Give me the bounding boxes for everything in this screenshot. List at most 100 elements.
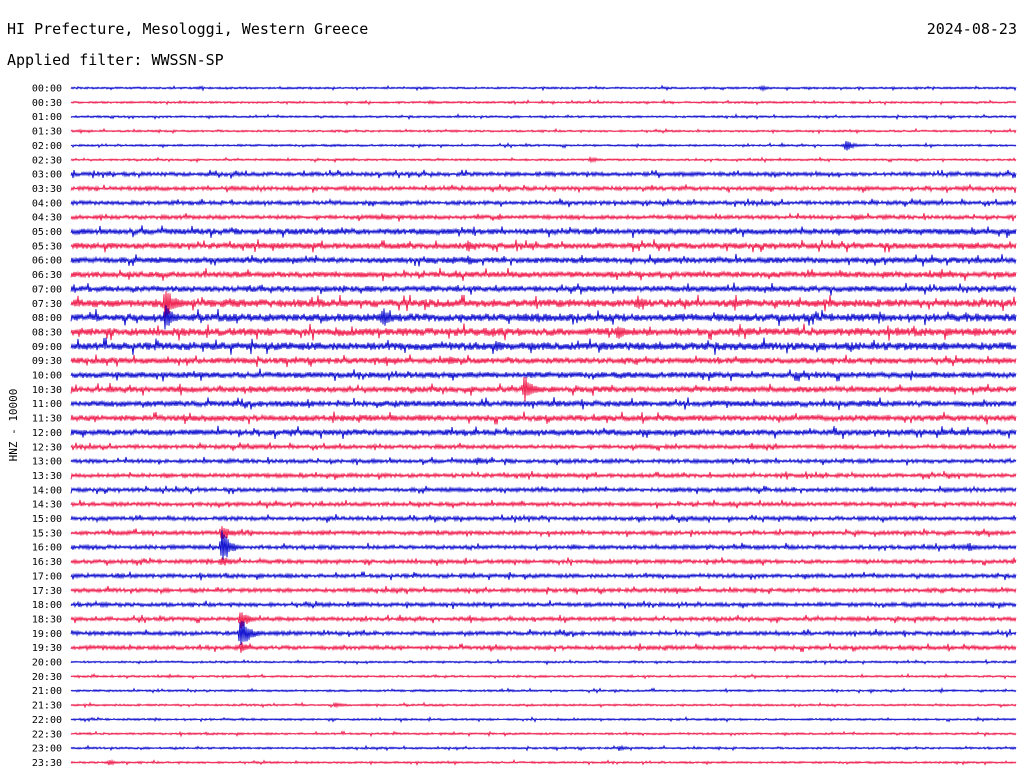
trace-time-label: 01:30 — [32, 127, 62, 138]
trace-time-label: 14:30 — [32, 500, 62, 511]
seismic-trace — [70, 442, 1017, 452]
seismic-trace — [70, 513, 1017, 524]
trace-time-label: 04:30 — [32, 213, 62, 224]
seismic-trace — [70, 225, 1017, 239]
seismic-trace — [70, 485, 1017, 495]
seismic-trace — [70, 155, 1017, 164]
trace-time-label: 04:00 — [32, 198, 62, 209]
seismic-trace — [70, 612, 1017, 629]
plot-date: 2024-08-23 — [926, 20, 1017, 38]
trace-time-label: 09:00 — [32, 342, 62, 353]
seismic-trace — [70, 411, 1017, 425]
trace-time-label: 06:30 — [32, 270, 62, 281]
trace-time-label: 11:00 — [32, 399, 62, 410]
seismic-trace — [70, 687, 1017, 695]
seismic-trace — [70, 701, 1017, 709]
trace-time-label: 19:30 — [32, 643, 62, 654]
seismic-trace — [70, 425, 1017, 439]
trace-time-label: 17:00 — [32, 571, 62, 582]
trace-time-label: 18:30 — [32, 614, 62, 625]
seismic-trace — [70, 758, 1017, 767]
seismic-trace — [70, 291, 1017, 319]
trace-time-label: 05:30 — [32, 241, 62, 252]
seismic-trace — [70, 716, 1017, 723]
trace-time-label: 13:30 — [32, 471, 62, 482]
seismic-trace — [70, 556, 1017, 567]
trace-time-label: 14:00 — [32, 485, 62, 496]
trace-time-label: 20:00 — [32, 658, 62, 669]
seismic-trace — [70, 530, 1017, 560]
trace-time-label: 02:30 — [32, 155, 62, 166]
trace-time-label: 12:00 — [32, 428, 62, 439]
seismic-trace — [70, 376, 1017, 402]
trace-time-label: 00:00 — [32, 84, 62, 95]
trace-time-label: 17:30 — [32, 586, 62, 597]
trace-time-label: 21:00 — [32, 686, 62, 697]
trace-time-label: 10:30 — [32, 385, 62, 396]
seismic-trace — [70, 672, 1017, 680]
trace-time-label: 01:00 — [32, 112, 62, 123]
seismic-trace — [70, 323, 1017, 341]
trace-time-label: 07:30 — [32, 299, 62, 310]
trace-time-label: 21:30 — [32, 701, 62, 712]
seismic-trace — [70, 84, 1017, 92]
seismic-trace — [70, 98, 1017, 106]
y-axis-label: HNZ - 10000 — [7, 389, 20, 462]
seismic-trace — [70, 499, 1017, 509]
trace-time-label: 15:30 — [32, 528, 62, 539]
trace-time-label: 11:30 — [32, 414, 62, 425]
seismic-trace — [70, 239, 1017, 253]
filter-label: Applied filter: — [7, 51, 143, 69]
seismic-trace — [70, 599, 1017, 609]
filter-line: Applied filter: WWSSN-SP — [7, 51, 224, 69]
trace-time-label: 03:30 — [32, 184, 62, 195]
seismic-trace — [70, 571, 1017, 581]
seismic-trace — [70, 470, 1017, 480]
seismic-trace — [70, 642, 1017, 653]
trace-group: 00:00 00:30 01:00 01:30 02:00 02:30 03:00 03:30… — [32, 84, 1017, 769]
seismic-trace — [70, 197, 1017, 208]
trace-time-label: 07:00 — [32, 284, 62, 295]
trace-time-label: 05:00 — [32, 227, 62, 238]
seismic-trace — [70, 140, 1017, 151]
seismic-trace — [70, 744, 1017, 752]
seismic-trace — [70, 113, 1017, 121]
seismic-trace — [70, 397, 1017, 411]
trace-time-label: 23:30 — [32, 758, 62, 769]
seismic-trace — [70, 212, 1017, 222]
seismic-trace — [70, 184, 1017, 193]
trace-time-label: 09:30 — [32, 356, 62, 367]
trace-time-label: 16:30 — [32, 557, 62, 568]
trace-time-label: 22:00 — [32, 715, 62, 726]
trace-time-label: 10:00 — [32, 371, 62, 382]
seismic-trace — [70, 253, 1017, 267]
trace-time-label: 12:30 — [32, 442, 62, 453]
trace-time-label: 16:00 — [32, 543, 62, 554]
seismic-trace — [70, 585, 1017, 596]
seismic-trace — [70, 620, 1017, 645]
seismic-trace — [70, 127, 1017, 135]
seismic-trace — [70, 526, 1017, 540]
seismic-trace — [70, 305, 1017, 330]
seismic-trace — [70, 169, 1017, 179]
seismic-trace — [70, 267, 1017, 282]
filter-value: WWSSN-SP — [151, 51, 224, 69]
trace-time-label: 15:00 — [32, 514, 62, 525]
seismic-trace — [70, 282, 1017, 296]
seismic-trace — [70, 354, 1017, 368]
trace-time-label: 00:30 — [32, 98, 62, 109]
seismic-trace — [70, 730, 1017, 738]
trace-time-label: 03:00 — [32, 170, 62, 181]
seismic-trace — [70, 368, 1017, 382]
seismic-trace — [70, 337, 1017, 356]
trace-time-label: 02:00 — [32, 141, 62, 152]
seismic-trace — [70, 658, 1017, 666]
trace-time-label: 22:30 — [32, 729, 62, 740]
trace-time-label: 20:30 — [32, 672, 62, 683]
station-title: HI Prefecture, Mesologgi, Western Greece — [7, 20, 369, 38]
trace-time-label: 18:00 — [32, 600, 62, 611]
trace-time-label: 23:00 — [32, 744, 62, 755]
trace-time-label: 08:30 — [32, 327, 62, 338]
seismic-trace — [70, 456, 1017, 466]
trace-time-label: 08:00 — [32, 313, 62, 324]
